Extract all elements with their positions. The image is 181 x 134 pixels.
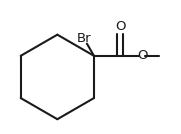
Text: O: O	[137, 49, 147, 62]
Text: O: O	[115, 20, 126, 33]
Text: Br: Br	[77, 32, 91, 45]
